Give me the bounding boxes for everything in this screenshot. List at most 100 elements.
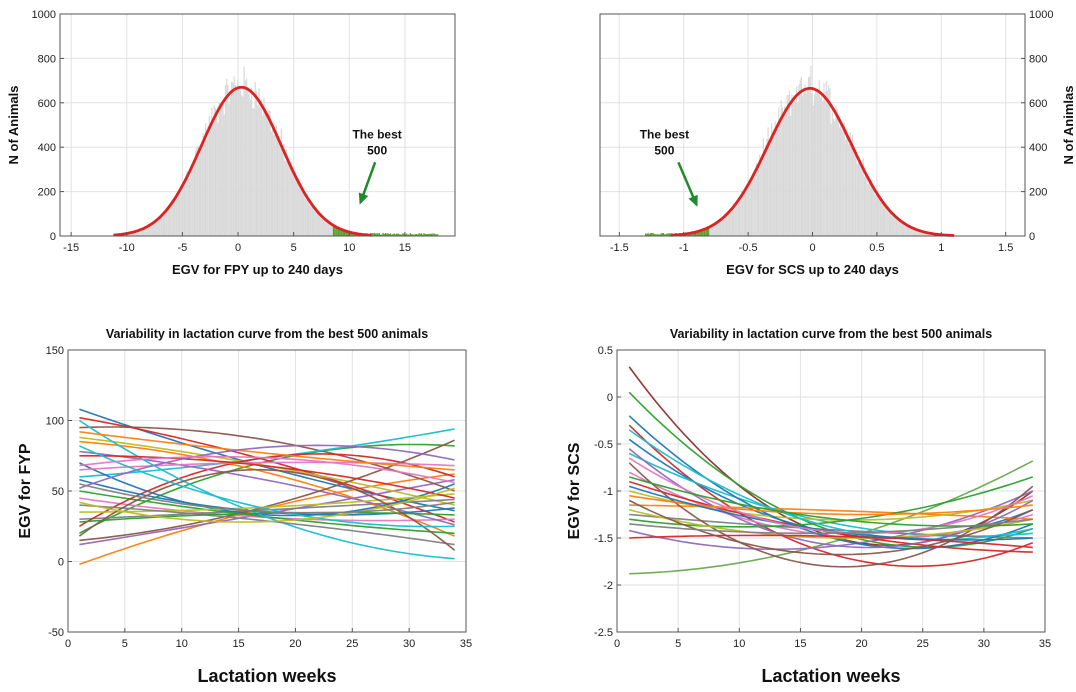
histogram-bar	[252, 108, 254, 236]
best-bar	[702, 229, 704, 236]
histogram-bar	[145, 227, 147, 236]
histogram-bar	[792, 104, 794, 236]
histogram-bar	[208, 115, 210, 236]
normal-curve-group	[670, 87, 955, 237]
best-bar	[371, 232, 373, 236]
best-bar	[346, 231, 348, 236]
series-line-4	[629, 460, 1034, 575]
histogram-bar	[165, 211, 167, 236]
y-tick-label: 0	[58, 557, 64, 569]
histogram-bar	[212, 124, 214, 236]
histogram-bar	[819, 97, 822, 236]
histogram-bar	[201, 141, 203, 236]
normal-curve	[113, 85, 372, 237]
y-tick-label: -0.5	[594, 439, 613, 451]
best-bar	[645, 233, 647, 236]
histogram-bar	[763, 148, 766, 236]
histogram-bar	[889, 213, 892, 236]
best-bar	[351, 232, 353, 236]
x-tick-label: 0	[235, 242, 241, 254]
histogram-bar	[878, 198, 880, 236]
histogram-bar	[147, 224, 150, 236]
x-tick-label: 5	[291, 242, 297, 254]
histogram-bar	[842, 130, 844, 236]
histogram-bar	[264, 112, 266, 236]
histogram-bar	[898, 221, 900, 236]
histogram-bar	[322, 216, 325, 236]
histogram-bar	[133, 231, 135, 236]
best-bar	[336, 228, 338, 236]
y-tick-label: 1000	[1029, 9, 1053, 21]
histogram-bar	[773, 128, 775, 236]
histogram-bar	[725, 212, 728, 236]
histogram-bar	[903, 223, 905, 236]
histogram-bar	[801, 95, 804, 237]
x-tick-label: 10	[733, 638, 745, 650]
series-line-12	[79, 440, 455, 537]
histogram-bar	[263, 97, 265, 237]
histogram-bar	[331, 224, 333, 236]
histogram-bar	[274, 131, 276, 236]
histogram-bar	[166, 207, 168, 236]
histogram-bar	[285, 149, 287, 236]
histogram-bar	[198, 155, 201, 236]
histogram-bar	[195, 150, 197, 236]
best-bar	[704, 229, 706, 236]
histogram-bar	[914, 229, 917, 236]
histogram-bar	[203, 142, 205, 236]
best-bar	[647, 232, 649, 236]
histogram-bar	[901, 221, 904, 236]
histogram-bar	[797, 102, 799, 236]
histogram-bar	[848, 144, 850, 236]
histogram-bar	[922, 231, 924, 236]
normal-curve-group	[113, 85, 372, 237]
histogram-bar	[741, 191, 743, 236]
best-bar	[434, 234, 436, 236]
x-axis-label: EGV for FPY up to 240 days	[172, 262, 343, 277]
best-bar	[648, 233, 650, 236]
x-tick-label: 0	[65, 638, 71, 650]
y-axis-label: N of Animlas	[1061, 86, 1076, 165]
series-line-25	[79, 444, 455, 489]
best-bar	[397, 233, 399, 236]
histogram-bar	[219, 104, 222, 236]
best-bar	[414, 234, 416, 236]
histogram-bar	[156, 220, 158, 236]
best-bar	[345, 230, 347, 236]
best-bar	[413, 234, 415, 236]
best-bar	[653, 233, 655, 236]
histogram-bar	[270, 131, 273, 236]
best-bar	[697, 231, 699, 236]
histogram-bar	[738, 200, 741, 236]
histogram-bar	[172, 199, 174, 236]
histogram-bar	[268, 109, 270, 236]
histogram-bar	[213, 105, 215, 236]
histogram-bar	[753, 177, 755, 236]
scs-lactation-panel: Variability in lactation curve from the …	[566, 327, 1051, 686]
histogram-bar	[911, 227, 913, 236]
series-line-20	[629, 534, 1033, 549]
histogram-bar	[279, 140, 281, 236]
histogram-bar	[825, 81, 827, 236]
histogram-bar	[913, 229, 915, 236]
series-line-22	[79, 431, 455, 471]
best-bar	[408, 234, 410, 236]
best-bar	[332, 226, 335, 236]
fpy-histogram-panel: -15 -10 -5 0 5 10 15 0 200 400 600 800 1000 EGV for…	[6, 9, 456, 277]
histogram-bar	[767, 127, 769, 236]
histogram-bar	[747, 183, 749, 236]
histogram-bar	[218, 102, 220, 237]
histogram-bar	[216, 115, 218, 236]
histogram-bar	[823, 82, 825, 237]
histogram-bar	[288, 162, 290, 236]
histogram-bar	[850, 146, 852, 236]
histogram-bar	[134, 231, 136, 236]
histogram-bar	[768, 143, 770, 236]
histogram-bar	[715, 222, 717, 236]
histogram-bar	[749, 181, 751, 236]
histogram-bar	[232, 82, 234, 236]
histogram-bar	[321, 217, 323, 236]
best-bar	[437, 234, 439, 236]
x-tick-label: 15	[794, 638, 806, 650]
histogram-bar	[748, 181, 750, 236]
